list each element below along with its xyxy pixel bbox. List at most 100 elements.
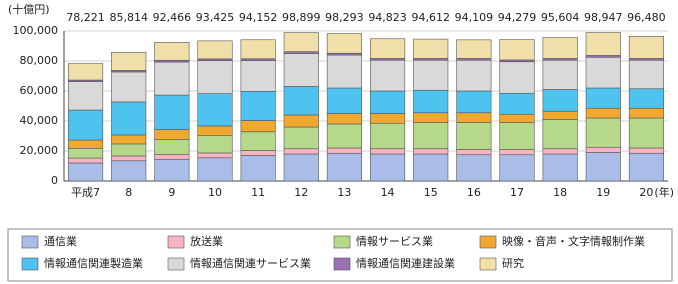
- total-label: 94,152: [239, 11, 278, 24]
- bar-segment: [628, 117, 664, 149]
- bar-segment: [68, 148, 104, 159]
- total-label: 78,221: [66, 11, 105, 24]
- legend-box: [7, 228, 673, 282]
- y-tick-label: 100,000: [13, 24, 59, 37]
- bar-segment: [326, 87, 362, 114]
- bar-segment: [499, 154, 535, 182]
- x-tick-label: 9: [168, 186, 175, 199]
- bar-segment: [197, 152, 233, 159]
- bar-segment: [499, 113, 535, 123]
- bar-segment: [240, 120, 276, 133]
- bar-segment: [68, 109, 104, 141]
- bar-segment: [413, 89, 449, 114]
- bar-segment: [283, 86, 319, 116]
- bar-segment: [628, 59, 664, 90]
- bar-segment: [499, 149, 535, 156]
- legend-swatch: [167, 235, 185, 249]
- x-tick-label: 20: [639, 186, 653, 199]
- bar-segment: [370, 148, 406, 155]
- bar-segment: [68, 157, 104, 164]
- bar-segment: [154, 139, 190, 155]
- bar-segment: [456, 122, 492, 150]
- bar-segment: [240, 131, 276, 151]
- bar-segment: [413, 38, 449, 59]
- bar-segment: [111, 71, 147, 103]
- x-tick-label: 17: [510, 186, 524, 199]
- legend-label: 研究: [502, 256, 524, 270]
- y-tick-label: 40,000: [20, 114, 59, 127]
- bar-segment: [68, 139, 104, 149]
- bar-segment: [542, 153, 578, 182]
- bar-segment: [154, 158, 190, 182]
- bar-segment: [240, 155, 276, 182]
- bar-segment: [111, 160, 147, 182]
- bar-segment: [542, 148, 578, 155]
- x-tick-label: 10: [208, 186, 222, 199]
- bar-segment: [240, 60, 276, 92]
- bar-segment: [197, 135, 233, 154]
- bar-segment: [628, 88, 664, 109]
- bar-segment: [326, 152, 362, 182]
- bar-segment: [154, 129, 190, 140]
- bar-segment: [283, 148, 319, 155]
- legend-label: 情報サービス業: [356, 235, 433, 248]
- total-label: 94,823: [368, 11, 407, 24]
- bar-segment: [240, 91, 276, 121]
- total-label: 98,947: [584, 11, 623, 24]
- bar-segment: [154, 94, 190, 130]
- bar-segment: [542, 119, 578, 150]
- bar-segment: [197, 40, 233, 60]
- bar-segment: [413, 122, 449, 150]
- bar-segment: [456, 39, 492, 59]
- bar-segment: [154, 61, 190, 96]
- bar-segment: [499, 61, 535, 94]
- bar-segment: [585, 146, 621, 153]
- bar-segment: [111, 134, 147, 145]
- x-tick-label: 8: [125, 186, 132, 199]
- bar-segment: [370, 59, 406, 92]
- bar-segment: [585, 117, 621, 148]
- bar-segment: [542, 110, 578, 120]
- legend-label: 映像・音声・文字情報制作業: [502, 234, 645, 248]
- bar-segment: [499, 122, 535, 150]
- bar-segment: [413, 112, 449, 123]
- bar-segment: [499, 92, 535, 115]
- x-tick-label: 13: [337, 186, 351, 199]
- bar-segment: [111, 155, 147, 162]
- y-axis-label: (十億円): [8, 2, 50, 16]
- bar-segment: [111, 143, 147, 157]
- total-label: 96,480: [627, 11, 666, 24]
- legend-swatch: [21, 257, 39, 271]
- bar-segment: [326, 113, 362, 125]
- bar-segment: [283, 153, 319, 182]
- bar-segment: [585, 56, 621, 89]
- bar-segment: [240, 39, 276, 60]
- bar-segment: [413, 153, 449, 182]
- bar-segment: [370, 90, 406, 114]
- legend-swatch: [479, 257, 497, 271]
- bar-segment: [456, 154, 492, 182]
- legend-label: 情報通信関連製造業: [44, 256, 143, 270]
- bar-segment: [456, 112, 492, 123]
- legend-label: 放送業: [190, 234, 223, 248]
- bar-segment: [197, 60, 233, 95]
- bar-segment: [542, 59, 578, 90]
- bar-segment: [456, 59, 492, 92]
- x-tick-label: 16: [467, 186, 481, 199]
- x-tick-label: 12: [294, 186, 308, 199]
- bar-segment: [283, 114, 319, 128]
- bar-segment: [370, 113, 406, 124]
- total-label: 85,814: [109, 11, 148, 24]
- y-tick-label: 20,000: [20, 144, 59, 157]
- total-label: 95,604: [541, 11, 580, 24]
- bar-segment: [283, 53, 319, 87]
- x-tick-label: 14: [381, 186, 395, 199]
- bar-segment: [628, 147, 664, 154]
- total-label: 98,899: [282, 11, 321, 24]
- bar-segment: [370, 153, 406, 182]
- bar-segment: [628, 35, 664, 59]
- bar-segment: [585, 32, 621, 56]
- total-label: 92,466: [153, 11, 192, 24]
- legend-label: 通信業: [44, 235, 77, 248]
